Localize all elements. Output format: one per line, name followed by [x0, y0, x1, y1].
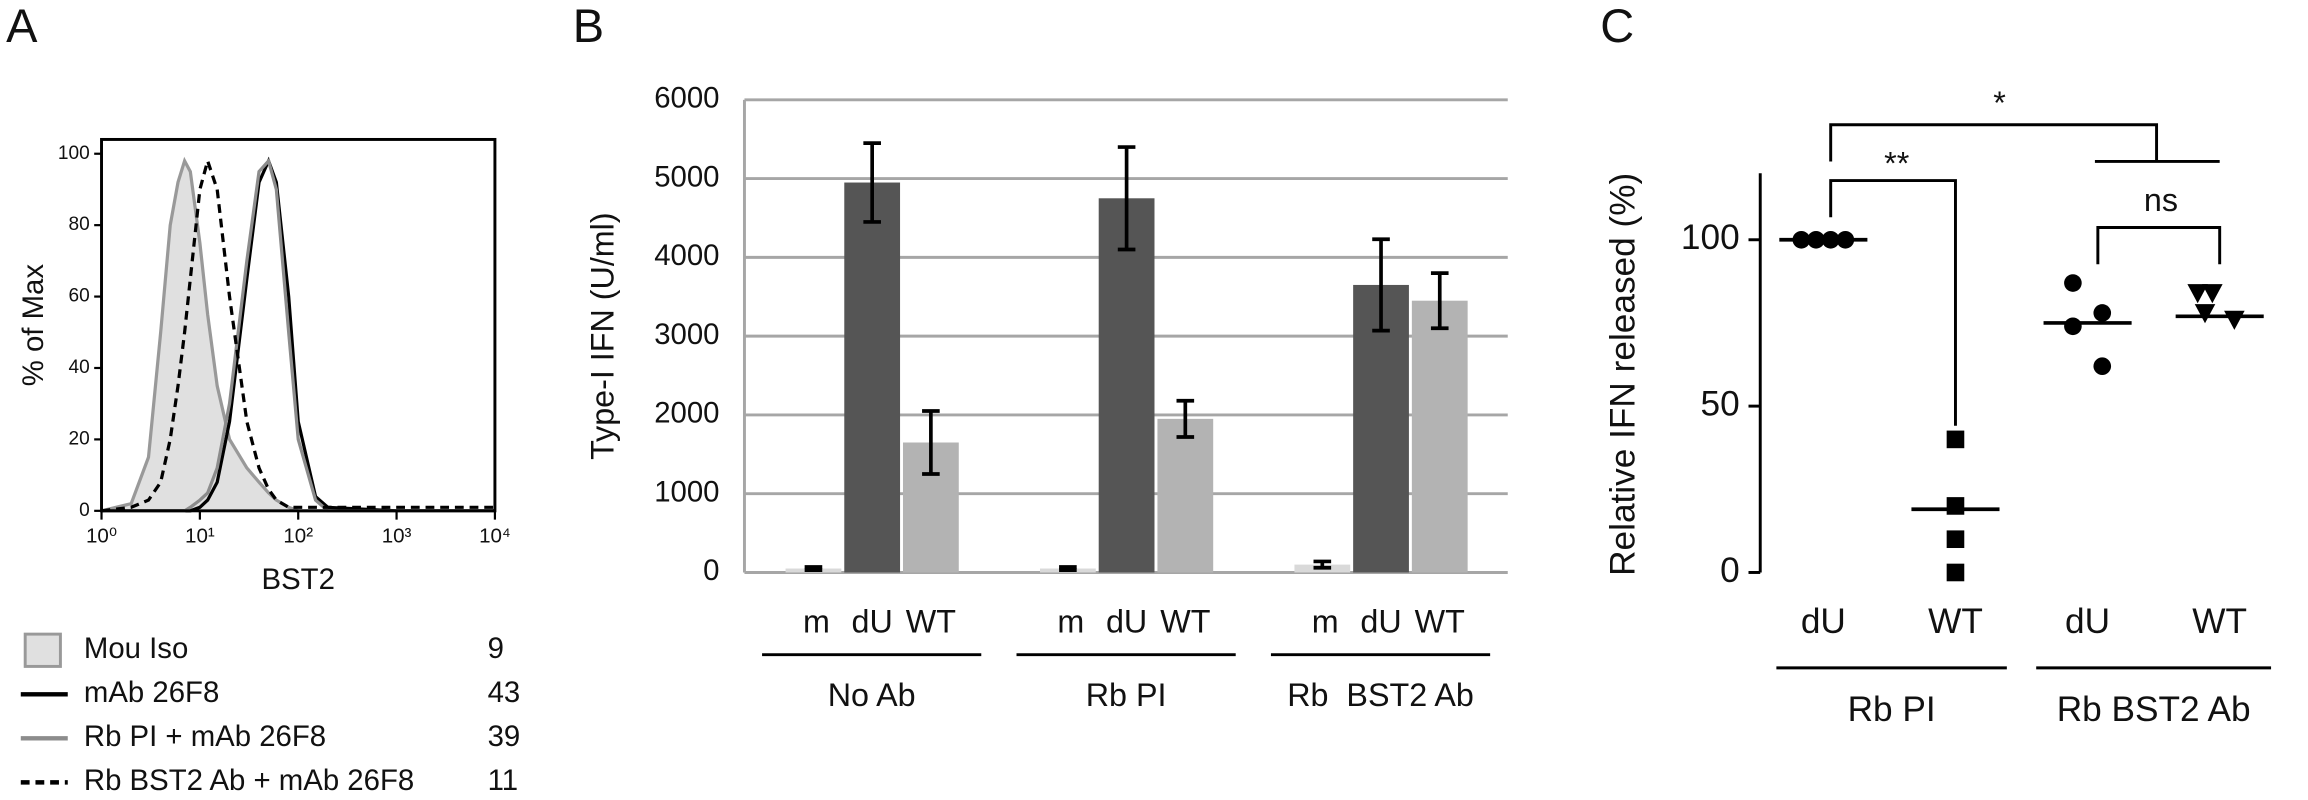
x-tick-label: m	[1312, 603, 1339, 639]
error-bar	[1372, 237, 1390, 333]
group-label: Rb PI	[1848, 690, 1936, 729]
x-tick-label: 10¹	[185, 525, 215, 548]
group-label: Rb BST2 Ab	[1287, 677, 1474, 713]
legend-label: Rb BST2 Ab + mAb 26F8	[84, 764, 414, 797]
error-bar	[804, 565, 823, 572]
legend-label: mAb 26F8	[84, 676, 219, 709]
significance-label: **	[1884, 145, 1910, 181]
dot	[1946, 563, 1965, 582]
x-tick-label: dU	[1801, 602, 1846, 641]
dot	[1946, 430, 1965, 449]
y-tick-label: 60	[69, 286, 90, 307]
significance-label: ns	[2144, 182, 2178, 218]
x-tick-label: WT	[1415, 603, 1465, 639]
group-label: Rb BST2 Ab	[2057, 690, 2251, 729]
error-bar	[1430, 271, 1449, 331]
y-tick-label: 100	[58, 143, 90, 164]
error-bar	[863, 141, 881, 224]
x-axis-label: BST2	[262, 563, 335, 596]
y-axis-label: Relative IFN released (%)	[1603, 173, 1642, 576]
error-bar	[1313, 559, 1332, 570]
x-tick-label: dU	[1360, 603, 1401, 639]
dot	[2187, 284, 2208, 304]
dot	[2224, 310, 2245, 330]
dot	[2194, 304, 2216, 324]
error-bar	[1117, 145, 1136, 252]
x-tick-label: 10⁴	[479, 525, 511, 548]
dot	[2064, 274, 2082, 292]
bar	[844, 182, 901, 573]
x-tick-label: dU	[852, 603, 893, 639]
panel-label: A	[6, 0, 38, 52]
y-tick-label: 4000	[654, 239, 719, 272]
y-tick-label: 2000	[654, 397, 719, 430]
y-tick-label: 0	[1720, 551, 1740, 590]
x-tick-label: 10³	[382, 525, 412, 548]
x-tick-label: 10⁰	[86, 525, 117, 548]
legend-mfi: 39	[488, 720, 521, 753]
error-bar	[1176, 398, 1195, 439]
y-tick-label: 20	[69, 428, 90, 449]
x-tick-label: 10²	[283, 525, 313, 548]
legend-mfi: 43	[488, 676, 521, 709]
panel-label: B	[573, 0, 604, 52]
legend-mfi: 9	[488, 632, 504, 665]
y-tick-label: 80	[69, 214, 90, 235]
dot	[2093, 357, 2112, 375]
y-tick-label: 6000	[654, 82, 719, 115]
x-tick-label: WT	[906, 603, 956, 639]
y-tick-label: 1000	[654, 475, 719, 508]
error-bar	[922, 409, 940, 476]
group-label: Rb PI	[1086, 677, 1167, 713]
bar	[1157, 418, 1214, 573]
dot	[2202, 284, 2223, 304]
dot	[1946, 497, 1965, 515]
bar	[1098, 198, 1155, 573]
significance-bracket	[2096, 226, 2222, 265]
x-tick-label: m	[803, 603, 830, 639]
panel-label: C	[1600, 0, 1634, 52]
y-axis-label: % of Max	[17, 264, 50, 387]
bar	[1411, 300, 1468, 573]
legend-swatch	[23, 632, 62, 668]
x-tick-label: dU	[1106, 603, 1147, 639]
y-tick-label: 5000	[654, 160, 719, 193]
dot	[2093, 304, 2112, 322]
legend-label: Rb PI + mAb 26F8	[84, 720, 326, 753]
y-tick-label: 0	[703, 554, 719, 587]
y-tick-label: 50	[1701, 384, 1740, 423]
y-tick-label: 0	[79, 500, 90, 521]
x-tick-label: WT	[2192, 602, 2247, 641]
x-tick-label: m	[1057, 603, 1084, 639]
histogram-line	[101, 155, 495, 513]
x-tick-label: WT	[1160, 603, 1210, 639]
significance-bracket	[1829, 123, 2220, 163]
significance-label: *	[1993, 85, 2006, 121]
bar	[1353, 284, 1409, 573]
group-label: No Ab	[828, 677, 916, 713]
legend-mfi: 11	[488, 764, 518, 797]
significance-bracket	[1829, 179, 1957, 426]
y-tick-label: 40	[69, 357, 90, 378]
legend-label: Mou Iso	[84, 632, 188, 665]
dot	[1946, 530, 1965, 549]
y-axis-label: Type-I IFN (U/ml)	[585, 212, 621, 459]
y-tick-label: 3000	[654, 318, 719, 351]
dot	[2064, 317, 2082, 336]
error-bar	[1059, 565, 1077, 572]
y-tick-label: 100	[1681, 218, 1740, 257]
x-tick-label: WT	[1928, 602, 1983, 641]
x-tick-label: dU	[2065, 602, 2110, 641]
